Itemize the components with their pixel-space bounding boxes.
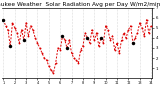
Point xyxy=(77,62,80,64)
Point xyxy=(61,35,64,37)
Point xyxy=(109,39,112,41)
Point xyxy=(120,39,123,41)
Point xyxy=(20,29,23,31)
Point xyxy=(64,39,66,41)
Point xyxy=(57,47,59,49)
Point xyxy=(145,19,148,21)
Point xyxy=(116,42,118,44)
Point xyxy=(98,45,100,47)
Point xyxy=(100,37,102,39)
Point xyxy=(91,29,93,31)
Point xyxy=(84,32,86,34)
Point xyxy=(104,25,107,27)
Point xyxy=(82,45,84,47)
Point xyxy=(29,25,32,27)
Point xyxy=(134,37,136,39)
Point xyxy=(102,42,105,44)
Point xyxy=(2,19,5,21)
Point xyxy=(36,42,39,44)
Point xyxy=(70,52,73,54)
Point xyxy=(93,39,96,41)
Point xyxy=(43,57,46,59)
Point xyxy=(123,32,125,34)
Point xyxy=(7,29,9,31)
Point xyxy=(79,49,82,51)
Point xyxy=(141,27,143,29)
Point xyxy=(75,59,77,61)
Point xyxy=(72,57,75,59)
Point xyxy=(16,32,18,34)
Point xyxy=(25,22,27,23)
Point xyxy=(9,45,12,47)
Point xyxy=(150,25,152,27)
Point xyxy=(54,62,57,64)
Point xyxy=(13,27,16,29)
Point xyxy=(45,59,48,61)
Point xyxy=(129,25,132,27)
Point xyxy=(23,39,25,41)
Point xyxy=(111,35,114,37)
Point xyxy=(113,49,116,51)
Point xyxy=(32,29,34,31)
Point xyxy=(125,37,127,39)
Point xyxy=(88,42,91,44)
Point xyxy=(95,32,98,34)
Point xyxy=(66,47,68,49)
Point xyxy=(138,22,141,23)
Point xyxy=(50,69,52,71)
Point xyxy=(27,35,30,37)
Point xyxy=(86,37,89,39)
Point xyxy=(148,32,150,34)
Point xyxy=(4,25,7,27)
Point xyxy=(11,22,14,23)
Point xyxy=(34,37,36,39)
Point xyxy=(132,42,134,44)
Point xyxy=(38,47,41,49)
Title: Milwaukee Weather  Solar Radiation Avg per Day W/m2/minute: Milwaukee Weather Solar Radiation Avg pe… xyxy=(0,2,160,7)
Point xyxy=(68,39,71,41)
Point xyxy=(48,65,50,67)
Point xyxy=(18,42,21,44)
Point xyxy=(127,29,130,31)
Point xyxy=(143,35,146,37)
Point xyxy=(52,72,55,74)
Point xyxy=(136,32,139,34)
Point xyxy=(41,52,43,54)
Point xyxy=(118,52,120,54)
Point xyxy=(107,29,109,31)
Point xyxy=(59,49,61,51)
